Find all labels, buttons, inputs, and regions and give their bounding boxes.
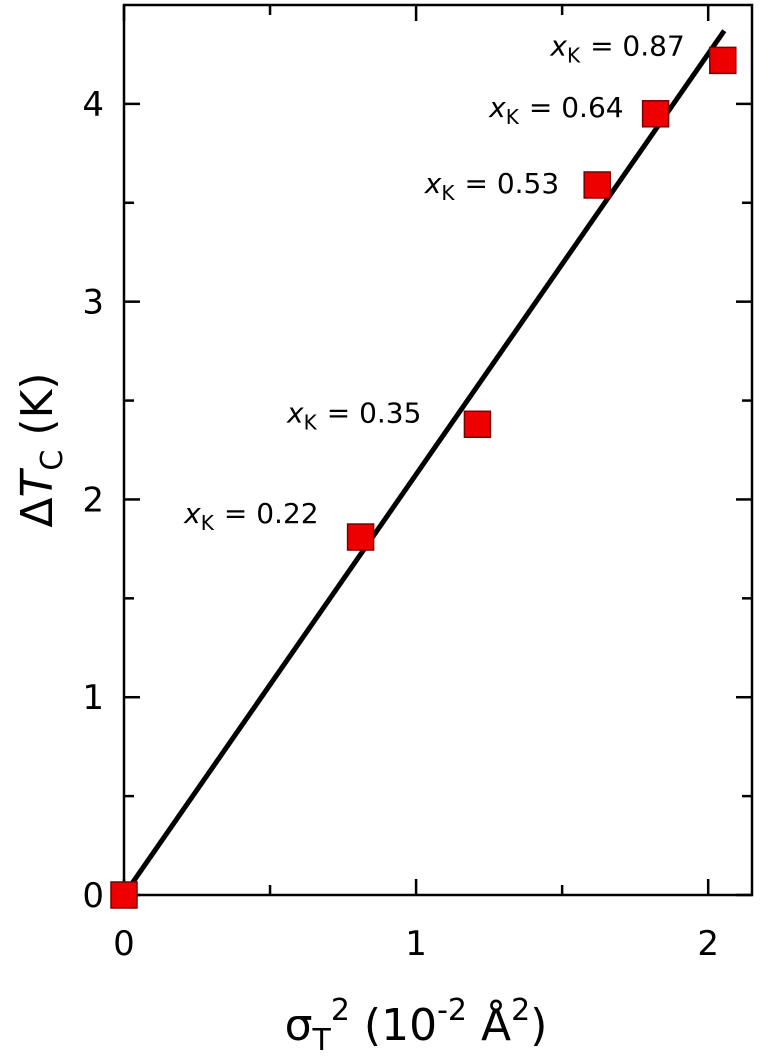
x-label-part: σ	[285, 1000, 313, 1051]
annotation-sub: K	[506, 105, 520, 129]
x-label-part: 2	[511, 993, 530, 1028]
annotation-var: x	[488, 91, 506, 124]
annotation: xK = 0.64	[488, 91, 623, 129]
data-point	[709, 46, 737, 75]
annotation-sub: K	[304, 410, 318, 434]
y-label-part: T	[12, 467, 63, 497]
annotation-text: = 0.22	[224, 497, 319, 530]
fit-line	[121, 29, 727, 897]
plot-frame	[122, 3, 754, 897]
annotation-sub: K	[441, 181, 455, 205]
data-point	[641, 100, 670, 128]
annotation-text: = 0.35	[327, 396, 422, 429]
annotation: xK = 0.53	[424, 167, 559, 205]
y-tick-label: 2	[82, 480, 104, 520]
y-tick-label: 1	[82, 678, 104, 718]
data-point	[110, 881, 138, 909]
x-tick-label: 0	[113, 924, 135, 964]
x-tick-label: 2	[697, 924, 719, 964]
y-axis-label: ΔTC (K)	[12, 372, 70, 527]
annotation-var: x	[549, 29, 567, 62]
y-tick-label: 0	[82, 876, 104, 916]
x-label-part: -2	[437, 993, 467, 1028]
y-label-part: Δ	[12, 497, 63, 527]
y-tick-label: 3	[82, 283, 104, 323]
x-label-part: Å	[467, 998, 511, 1051]
data-point	[583, 171, 611, 199]
y-label-part: C	[35, 450, 70, 471]
x-axis-label: σT2 (10-2 Å2)	[285, 993, 548, 1058]
annotation-var: x	[286, 396, 304, 429]
data-point	[346, 523, 375, 551]
annotation-text: = 0.53	[464, 167, 559, 200]
data-point	[463, 410, 492, 439]
annotation: xK = 0.87	[549, 29, 684, 67]
y-label-part: (K)	[12, 372, 63, 449]
x-label-part: 2	[331, 993, 350, 1028]
x-label-part: T	[312, 1023, 332, 1058]
annotation: xK = 0.35	[286, 396, 421, 434]
annotation-var: x	[183, 497, 201, 530]
annotation-sub: K	[567, 43, 581, 67]
x-label-part: )	[530, 1000, 547, 1051]
annotation-sub: K	[201, 511, 215, 535]
annotation-text: = 0.64	[529, 91, 624, 124]
y-tick-label: 4	[82, 85, 104, 125]
annotation-var: x	[424, 167, 442, 200]
x-tick-label: 1	[405, 924, 427, 964]
annotation: xK = 0.22	[183, 497, 318, 535]
annotation-text: = 0.87	[590, 29, 685, 62]
x-label-part: (10	[350, 1000, 437, 1051]
